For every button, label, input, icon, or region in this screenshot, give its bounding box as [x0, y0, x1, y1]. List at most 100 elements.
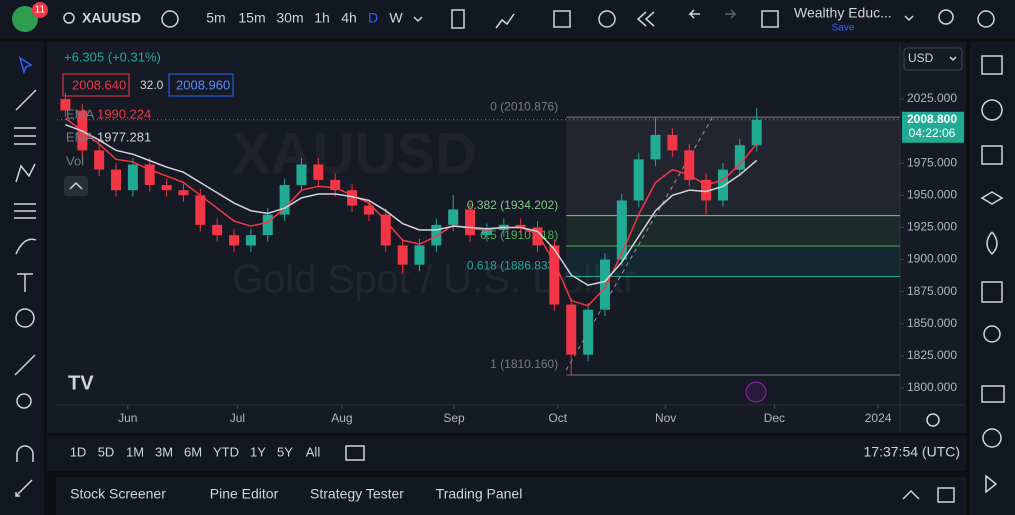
fib-tool[interactable] — [14, 127, 36, 145]
time-range[interactable]: 1M — [126, 444, 144, 459]
ask-box[interactable] — [168, 73, 234, 97]
undo-icon[interactable] — [688, 9, 700, 19]
watchlist-icon[interactable] — [981, 55, 1003, 75]
collapse-legend[interactable] — [64, 176, 88, 196]
interval[interactable]: W — [389, 10, 403, 26]
bid-box[interactable] — [62, 73, 130, 97]
time-range[interactable]: 1Y — [250, 444, 266, 459]
goto-date[interactable] — [345, 445, 365, 461]
time-range[interactable]: 5Y — [277, 444, 293, 459]
layout-menu[interactable] — [904, 15, 914, 22]
candle-body — [751, 119, 762, 146]
panel-maximize[interactable] — [937, 487, 955, 503]
candle-body — [363, 205, 374, 215]
ruler-tool[interactable] — [14, 354, 36, 376]
symbol[interactable]: XAUUSD — [82, 10, 141, 26]
candle-body — [532, 227, 543, 246]
right-tools — [980, 55, 1005, 494]
cursor-tool[interactable] — [18, 56, 33, 75]
currency[interactable]: USD — [908, 51, 934, 65]
candle-body — [583, 309, 594, 355]
zoom-tool[interactable] — [16, 393, 32, 409]
brush-tool[interactable] — [15, 238, 37, 255]
interval[interactable]: 1h — [314, 10, 330, 26]
x-tick-label: 2024 — [865, 411, 892, 425]
candle-body — [650, 134, 661, 160]
panel-collapse[interactable] — [902, 489, 920, 500]
left-tools — [14, 56, 37, 497]
fib-label: 0.382 (1934.202) — [467, 198, 558, 212]
fib-zone — [566, 117, 900, 216]
add-symbol[interactable] — [161, 10, 179, 28]
axis-settings[interactable] — [926, 413, 940, 427]
emoji-tool[interactable] — [15, 308, 35, 328]
bottom-tab[interactable]: Strategy Tester — [310, 486, 404, 502]
interval[interactable]: 15m — [238, 10, 265, 26]
interval[interactable]: 4h — [341, 10, 357, 26]
time-range[interactable]: 6M — [184, 444, 202, 459]
hotlist-icon[interactable] — [986, 231, 998, 256]
pattern-tool[interactable] — [15, 163, 36, 183]
logo[interactable] — [12, 6, 38, 32]
news-icon[interactable] — [981, 145, 1003, 165]
alerts-icon[interactable] — [981, 99, 1003, 121]
layers-icon[interactable] — [980, 191, 1004, 205]
magnet-tool[interactable] — [16, 445, 34, 462]
y-tick-label: 1975.000 — [907, 155, 957, 169]
last-price-tag — [902, 111, 964, 143]
expand-icon[interactable] — [985, 474, 998, 494]
indicators-icon[interactable] — [495, 13, 515, 29]
bottom-tab[interactable]: Stock Screener — [70, 486, 166, 502]
ideas-icon[interactable] — [983, 325, 1001, 343]
streams-icon[interactable] — [982, 428, 1002, 448]
interval[interactable]: 30m — [276, 10, 303, 26]
interval[interactable]: D — [368, 10, 378, 26]
fullscreen-icon[interactable] — [761, 10, 779, 28]
redo-icon[interactable] — [725, 9, 737, 19]
time-range[interactable]: 5D — [98, 444, 115, 459]
quick-search[interactable] — [938, 9, 954, 25]
bottom-tab[interactable]: Pine Editor — [210, 486, 279, 502]
time-range[interactable]: 1D — [70, 444, 87, 459]
measure-tool[interactable] — [14, 203, 36, 219]
time-range[interactable]: All — [306, 444, 321, 459]
candle-body — [296, 164, 307, 186]
candle-body — [599, 259, 610, 310]
layout-name[interactable]: Wealthy Educ... — [794, 5, 892, 21]
time-range[interactable]: 3M — [155, 444, 173, 459]
x-tick-label: Oct — [548, 411, 567, 425]
range-bar — [47, 436, 966, 471]
left-toolbar — [0, 42, 44, 515]
replay-icon[interactable] — [636, 11, 655, 27]
line-tool[interactable] — [15, 89, 37, 111]
candle-body — [212, 224, 223, 236]
event-marker[interactable] — [745, 381, 767, 403]
save-status: Save — [832, 23, 855, 34]
candle-body — [448, 209, 459, 225]
candle-body — [127, 164, 138, 191]
lock-tool[interactable] — [15, 479, 33, 497]
time-range[interactable]: YTD — [213, 444, 239, 459]
candle-body — [684, 150, 695, 180]
volume-label: Vol — [66, 153, 84, 168]
ema-line — [64, 117, 758, 307]
alert-icon[interactable] — [598, 10, 616, 28]
badge — [32, 2, 48, 18]
currency-box[interactable] — [903, 47, 963, 71]
chat-icon[interactable] — [981, 385, 1005, 403]
chart-pane — [47, 42, 966, 433]
search-icon[interactable] — [63, 12, 75, 24]
layout-icon[interactable] — [553, 10, 571, 28]
settings-icon[interactable] — [977, 10, 995, 28]
calendar-icon[interactable] — [981, 281, 1003, 303]
text-tool[interactable] — [17, 273, 33, 292]
candle-body — [178, 190, 189, 196]
candle-body — [347, 190, 358, 206]
interval-menu[interactable] — [413, 16, 423, 23]
chart-type-icon[interactable] — [451, 9, 465, 29]
candle-body — [667, 134, 678, 151]
bottom-tab[interactable]: Trading Panel — [436, 486, 523, 502]
interval[interactable]: 5m — [206, 10, 225, 26]
y-tick-label: 1925.000 — [907, 220, 957, 234]
